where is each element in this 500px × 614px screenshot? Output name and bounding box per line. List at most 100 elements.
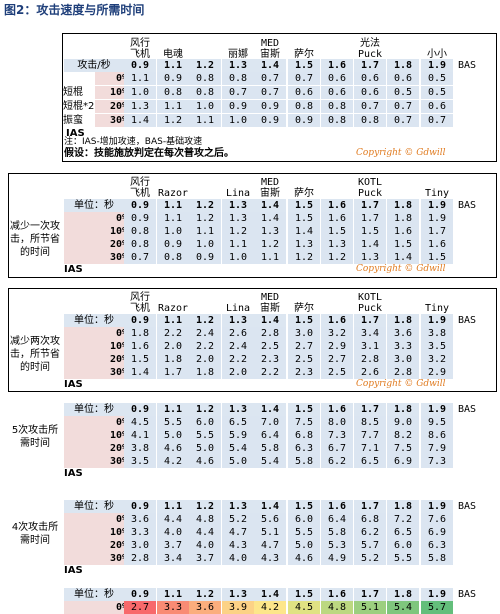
bas-label: BAS [457, 200, 477, 211]
speed-header: 1.6 [321, 314, 353, 327]
speed-header: 1.9 [421, 403, 453, 416]
value-cell: 6.3 [421, 539, 453, 552]
table-frame [62, 33, 497, 162]
value-cell: 0.5 [387, 86, 419, 99]
value-cell: 4.3 [222, 539, 254, 552]
value-cell: 3.3 [157, 601, 189, 614]
bas-label: BAS [457, 404, 477, 415]
value-cell: 4.6 [157, 442, 189, 455]
value-cell: 5.2 [222, 513, 254, 526]
value-cell: 5.9 [222, 429, 254, 442]
value-cell: 6.0 [288, 513, 320, 526]
ias-row-label: IAS [64, 468, 83, 479]
value-cell: 5.4 [222, 442, 254, 455]
value-cell: 1.2 [288, 251, 320, 264]
ias-label: 10% [64, 526, 128, 539]
speed-header: 1.3 [222, 199, 254, 212]
value-cell: 2.0 [189, 353, 221, 366]
speed-header: 1.5 [288, 588, 320, 601]
value-cell: 2.6 [354, 366, 386, 379]
value-cell: 1.3 [124, 100, 156, 113]
value-cell: 2.5 [321, 366, 353, 379]
value-cell: 4.9 [321, 552, 353, 565]
value-cell: 1.5 [354, 225, 386, 238]
value-cell: 1.4 [254, 212, 286, 225]
ias-row-label: IAS [64, 379, 83, 390]
value-cell: 3.4 [354, 327, 386, 340]
speed-header: 1.3 [222, 59, 254, 72]
value-cell: 7.3 [321, 429, 353, 442]
hero-name: 小小 [427, 49, 447, 60]
value-cell: 1.0 [124, 86, 156, 99]
value-cell: 6.2 [321, 455, 353, 468]
value-cell: 1.4 [387, 251, 419, 264]
value-cell: 4.6 [189, 455, 221, 468]
value-cell: 4.5 [124, 416, 156, 429]
value-cell: 2.0 [157, 340, 189, 353]
hero-name: MED [260, 177, 280, 188]
value-cell: 5.7 [421, 601, 453, 614]
value-cell: 0.6 [288, 86, 320, 99]
value-cell: 8.0 [321, 416, 353, 429]
speed-header: 1.5 [288, 403, 320, 416]
value-cell: 4.2 [157, 455, 189, 468]
value-cell: 0.9 [157, 72, 189, 85]
value-cell: 5.4 [254, 455, 286, 468]
speed-header: 1.5 [288, 314, 320, 327]
value-cell: 1.4 [124, 114, 156, 127]
hero-name: Puck [357, 49, 383, 60]
speed-header: 1.9 [421, 59, 453, 72]
speed-header: 1.8 [387, 403, 419, 416]
ias-label: 30% [64, 455, 128, 468]
value-cell: 1.6 [387, 225, 419, 238]
ias-label: 20% [64, 442, 128, 455]
speed-header: 0.9 [124, 199, 156, 212]
value-cell: 6.4 [321, 513, 353, 526]
value-cell: 2.2 [157, 327, 189, 340]
row-side-label: 短棍*2 [63, 101, 95, 112]
value-cell: 2.4 [189, 327, 221, 340]
value-cell: 6.0 [387, 539, 419, 552]
hero-name: Tiny [424, 188, 450, 199]
value-cell: 1.6 [421, 238, 453, 251]
value-cell: 2.0 [222, 366, 254, 379]
hero-name: Razor [157, 303, 189, 314]
speed-header: 1.1 [157, 59, 189, 72]
value-cell: 1.4 [288, 225, 320, 238]
value-cell: 4.1 [124, 429, 156, 442]
value-cell: 0.8 [189, 72, 221, 85]
value-cell: 1.1 [222, 238, 254, 251]
value-cell: 1.0 [189, 238, 221, 251]
value-cell: 0.8 [354, 114, 386, 127]
value-cell: 6.8 [288, 429, 320, 442]
unit-label: 单位：秒 [64, 199, 124, 212]
value-cell: 1.1 [189, 225, 221, 238]
value-cell: 0.6 [321, 72, 353, 85]
value-cell: 5.0 [288, 539, 320, 552]
value-cell: 1.4 [354, 238, 386, 251]
value-cell: 3.8 [124, 442, 156, 455]
hero-name: 飞机 [130, 188, 150, 199]
speed-header: 1.8 [387, 500, 419, 513]
value-cell: 2.4 [222, 340, 254, 353]
value-cell: 0.7 [254, 72, 286, 85]
value-cell: 0.8 [321, 100, 353, 113]
value-cell: 3.3 [124, 526, 156, 539]
speed-header: 1.3 [222, 314, 254, 327]
hero-name: 宙斯 [260, 188, 280, 199]
value-cell: 1.8 [157, 353, 189, 366]
value-cell: 7.3 [421, 455, 453, 468]
value-cell: 0.8 [157, 86, 189, 99]
unit-label: 单位：秒 [64, 314, 124, 327]
ias-label: 10% [64, 340, 128, 353]
speed-header: 1.4 [254, 403, 286, 416]
value-cell: 0.7 [124, 251, 156, 264]
title: 图2：攻击速度与所需时间 [4, 3, 145, 17]
bas-label: BAS [457, 589, 477, 600]
hero-name: 飞机 [130, 303, 150, 314]
ias-label: 30% [95, 114, 128, 127]
speed-header: 1.6 [321, 199, 353, 212]
value-cell: 1.1 [189, 114, 221, 127]
value-cell: 5.5 [288, 526, 320, 539]
value-cell: 7.5 [387, 442, 419, 455]
